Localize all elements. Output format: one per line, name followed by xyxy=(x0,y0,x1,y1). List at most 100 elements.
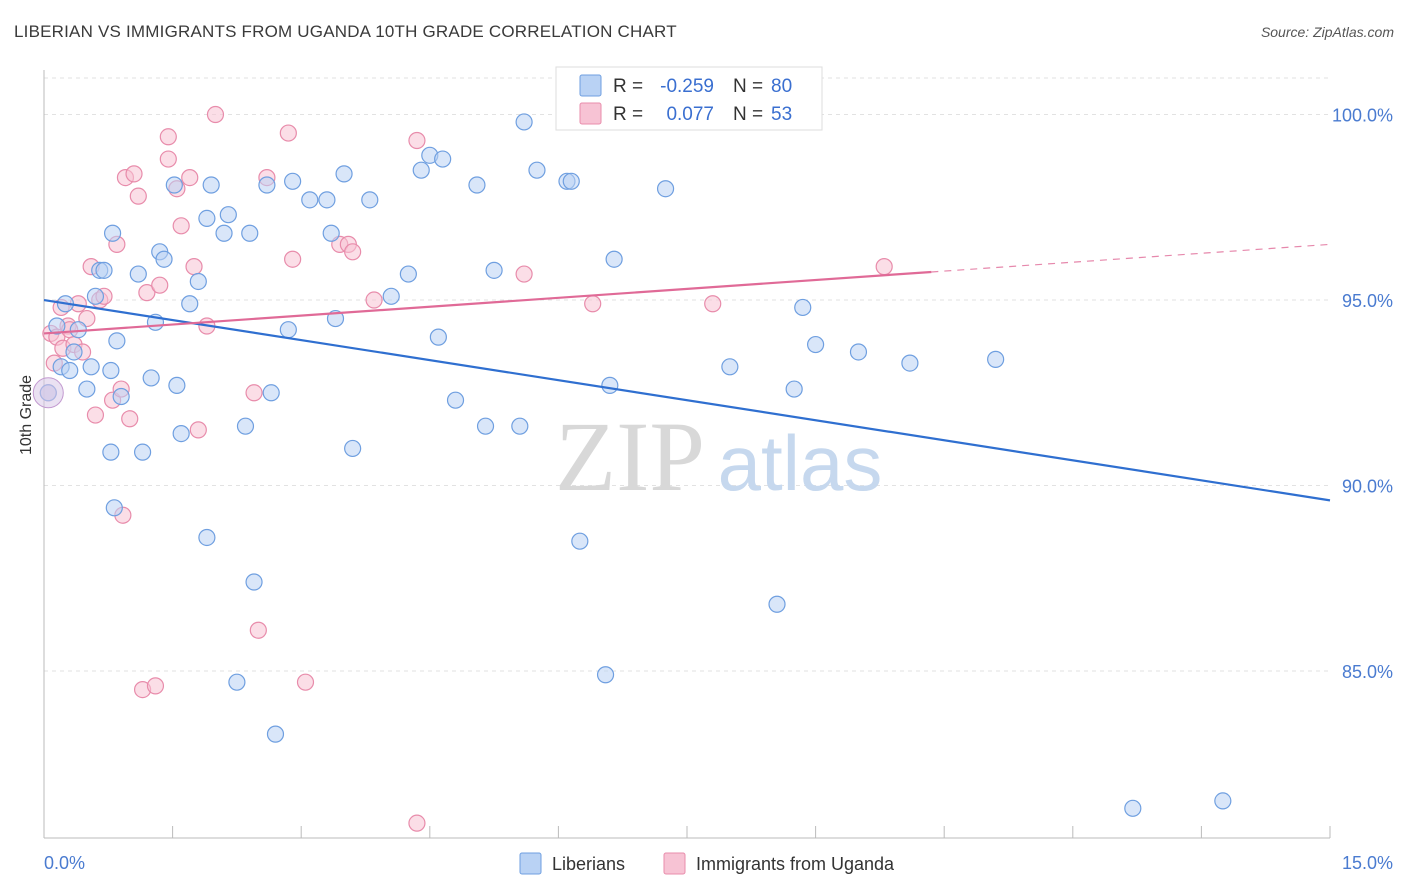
data-point xyxy=(102,361,120,380)
data-point xyxy=(528,161,546,179)
data-point xyxy=(138,284,156,302)
trend-lines xyxy=(43,243,1331,502)
data-point xyxy=(181,168,199,187)
data-point xyxy=(159,150,177,168)
tick-labels: 85.0% 90.0% 95.0% 100.0% 0.0% 15.0% xyxy=(44,106,1393,873)
data-point xyxy=(511,417,529,435)
data-point xyxy=(112,387,130,406)
data-point xyxy=(571,532,589,550)
data-point xyxy=(279,321,297,339)
data-point xyxy=(344,439,362,458)
legend-r-label: R = xyxy=(613,76,643,97)
data-point xyxy=(429,328,447,346)
series-legend-label: Liberians xyxy=(552,854,625,874)
legend-swatch xyxy=(579,74,602,97)
data-point xyxy=(249,621,267,639)
data-point xyxy=(284,250,302,268)
data-point xyxy=(562,172,580,190)
x-tick-label: 15.0% xyxy=(1342,853,1393,873)
watermark-zip: ZIP xyxy=(555,401,705,512)
data-point xyxy=(65,343,83,361)
data-point xyxy=(284,172,302,190)
data-point xyxy=(103,224,122,242)
data-point xyxy=(515,113,533,131)
data-point xyxy=(446,391,465,409)
data-point xyxy=(228,673,246,691)
data-point xyxy=(219,206,237,224)
data-point xyxy=(335,165,353,183)
data-point xyxy=(279,124,297,142)
data-point xyxy=(806,335,825,354)
series-legend: Liberians Immigrants from Uganda xyxy=(519,852,895,875)
series-legend-swatch xyxy=(663,852,686,875)
data-point xyxy=(296,673,315,691)
data-point xyxy=(318,191,336,209)
x-tick-label: 0.0% xyxy=(44,853,85,873)
legend-n-value: 80 xyxy=(771,76,792,97)
data-point xyxy=(704,295,722,313)
data-point xyxy=(181,295,199,313)
data-point xyxy=(151,276,169,294)
data-point xyxy=(382,287,400,305)
data-point xyxy=(399,265,417,283)
y-tick-label: 95.0% xyxy=(1342,291,1393,311)
trend-line-extrapolated xyxy=(931,243,1331,273)
watermark-atlas: atlas xyxy=(718,419,883,507)
data-point xyxy=(584,295,602,313)
legend-n-label: N = xyxy=(733,76,763,97)
data-point xyxy=(344,243,362,261)
data-point xyxy=(78,380,96,398)
data-point xyxy=(198,209,216,228)
data-point xyxy=(86,287,105,305)
data-point xyxy=(258,176,276,194)
data-point xyxy=(515,265,533,283)
legend-n-label: N = xyxy=(733,104,763,125)
data-point xyxy=(159,128,177,146)
trend-line xyxy=(43,298,1331,502)
data-point-cluster xyxy=(32,377,64,409)
watermark: ZIP atlas xyxy=(555,401,882,512)
data-point xyxy=(721,358,739,376)
data-point xyxy=(125,165,143,183)
data-point xyxy=(168,376,186,394)
data-point xyxy=(262,384,280,402)
data-point xyxy=(656,180,675,198)
data-point xyxy=(1214,792,1232,810)
data-point xyxy=(129,187,147,205)
data-point xyxy=(172,424,190,443)
data-point xyxy=(1124,799,1142,817)
data-point xyxy=(155,250,173,268)
data-point xyxy=(785,380,803,398)
data-point xyxy=(189,421,207,439)
data-point xyxy=(121,410,139,428)
data-point xyxy=(365,291,383,309)
data-point xyxy=(202,176,220,194)
y-tick-label: 90.0% xyxy=(1342,477,1393,497)
data-point xyxy=(198,528,216,547)
y-tick-label: 100.0% xyxy=(1332,106,1393,126)
data-point xyxy=(236,417,255,435)
data-point xyxy=(245,573,263,591)
data-point xyxy=(241,224,259,242)
data-point xyxy=(601,376,619,394)
legend-r-value: -0.259 xyxy=(660,76,714,97)
data-point xyxy=(142,369,160,387)
data-point xyxy=(361,191,379,209)
chart-source: Source: ZipAtlas.com xyxy=(1260,24,1394,40)
data-point xyxy=(901,354,919,372)
data-point xyxy=(408,814,426,832)
data-point xyxy=(987,350,1005,368)
data-point xyxy=(266,725,285,743)
legend-n-value: 53 xyxy=(771,104,792,125)
data-point xyxy=(185,258,203,276)
data-point xyxy=(768,595,786,613)
axes xyxy=(43,70,1331,839)
data-point xyxy=(95,261,113,279)
data-point xyxy=(48,317,66,335)
data-point xyxy=(605,250,623,268)
data-point xyxy=(172,217,190,235)
data-point xyxy=(485,261,503,279)
data-point xyxy=(434,150,452,168)
data-point xyxy=(596,666,615,684)
